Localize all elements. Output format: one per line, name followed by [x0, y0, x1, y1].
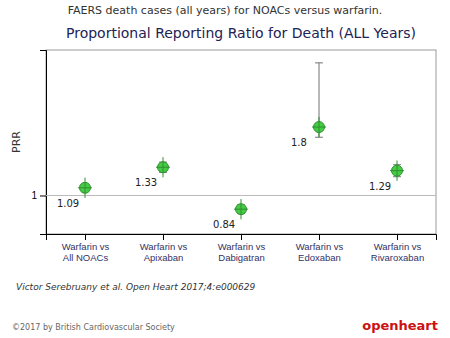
- x-tick-mark: [85, 234, 86, 240]
- x-tick-label: Warfarin vsEdoxaban: [296, 241, 344, 263]
- marker-cross-v: [319, 117, 320, 137]
- data-label: 1.29: [369, 181, 391, 192]
- error-bar-stem: [318, 63, 319, 137]
- marker-cross-v: [85, 178, 86, 198]
- footer: Victor Serebruany et al. Open Heart 2017…: [16, 282, 256, 292]
- x-tick-label-line: Warfarin vs: [296, 241, 344, 252]
- y-tick-mark: [40, 195, 46, 196]
- y-axis: 1: [31, 51, 46, 235]
- x-tick-label-line: Warfarin vs: [140, 241, 188, 252]
- x-tick-label: Warfarin vsAll NOACs: [62, 241, 110, 263]
- plot: 1Warfarin vsAll NOACsWarfarin vsApixaban…: [10, 50, 437, 263]
- marker-cross-v: [397, 161, 398, 181]
- brand: openheart: [362, 318, 438, 333]
- x-tick-label: Warfarin vsRivaroxaban: [371, 241, 424, 263]
- marker-cross-v: [241, 199, 242, 219]
- x-tick-mark: [319, 234, 320, 240]
- x-tick-mark: [397, 234, 398, 240]
- x-tick: Warfarin vsApixaban: [140, 234, 188, 263]
- x-tick-label-line: Edoxaban: [298, 252, 341, 263]
- x-tick: Warfarin vsEdoxaban: [296, 234, 344, 263]
- reference-line: [46, 195, 436, 196]
- x-tick-label-line: Warfarin vs: [374, 241, 422, 252]
- x-tick-label-line: Warfarin vs: [218, 241, 266, 252]
- data-label: 1.33: [135, 177, 157, 188]
- copyright: ©2017 by British Cardiovascular Society: [12, 323, 175, 332]
- marker: [156, 157, 170, 177]
- y-axis-label: PRR: [10, 131, 23, 153]
- y-tick-label: 1: [31, 190, 37, 201]
- y-tick: 1: [31, 190, 46, 201]
- subtitle: FAERS death cases (all years) for NOACs …: [68, 4, 383, 17]
- chart: FAERS death cases (all years) for NOACs …: [0, 0, 450, 338]
- x-tick-label-line: Warfarin vs: [62, 241, 110, 252]
- x-tick-mark: [241, 234, 242, 240]
- x-tick-label-line: Apixaban: [144, 252, 184, 263]
- x-axis-line: [47, 235, 437, 241]
- x-axis: Warfarin vsAll NOACsWarfarin vsApixabanW…: [47, 234, 437, 263]
- x-tick: Warfarin vsDabigatran: [218, 234, 266, 263]
- title: Proportional Reporting Ratio for Death (…: [66, 25, 416, 41]
- x-tick: Warfarin vsRivaroxaban: [371, 234, 424, 263]
- error-bar-cap-upper: [315, 62, 323, 63]
- plot-frame: [46, 50, 436, 234]
- x-tick-mark: [163, 234, 164, 240]
- data-label: 0.84: [213, 219, 235, 230]
- data-label: 1.09: [57, 198, 79, 209]
- x-tick-label: Warfarin vsDabigatran: [218, 241, 266, 263]
- x-tick-label-line: Dabigatran: [218, 252, 264, 263]
- marker-cross-v: [163, 157, 164, 177]
- marker: [234, 199, 248, 219]
- x-tick: Warfarin vsAll NOACs: [62, 234, 110, 263]
- x-tick-label: Warfarin vsApixaban: [140, 241, 188, 263]
- x-tick-label-line: All NOACs: [63, 252, 109, 263]
- data-labels: 1.09 1.33 0.84 1.8 1.29: [57, 137, 391, 230]
- marks: [46, 63, 436, 219]
- marker: [390, 161, 404, 181]
- y-axis-line: [40, 51, 47, 235]
- x-tick-label-line: Rivaroxaban: [371, 252, 424, 263]
- data-label: 1.8: [291, 137, 307, 148]
- marker: [312, 117, 326, 137]
- marker: [78, 178, 92, 198]
